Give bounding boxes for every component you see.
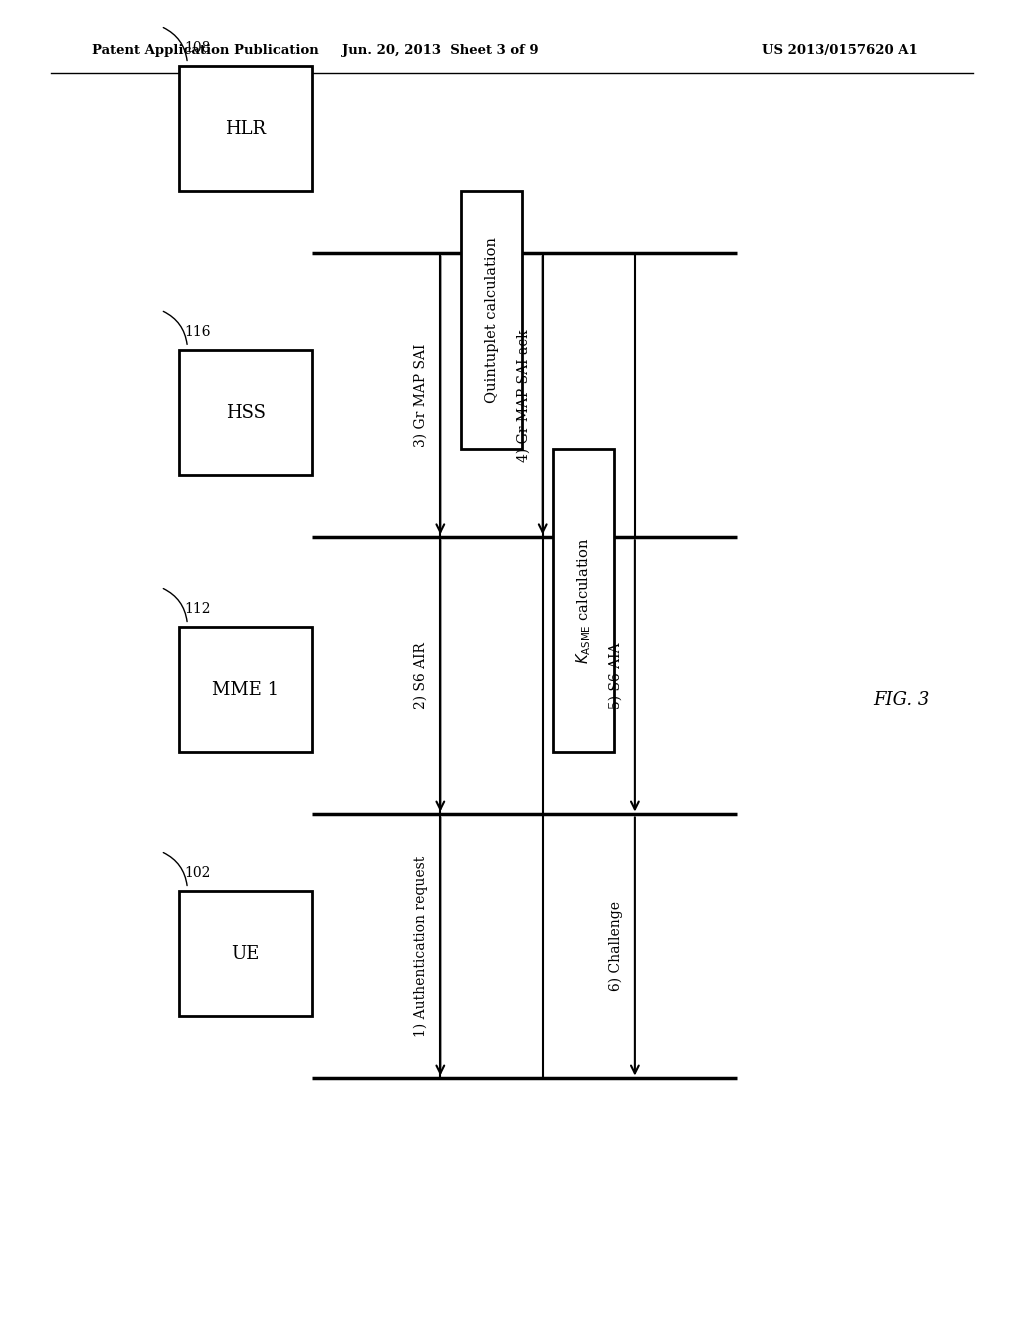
Text: HLR: HLR (225, 120, 266, 137)
Text: UE: UE (231, 945, 260, 962)
Text: US 2013/0157620 A1: US 2013/0157620 A1 (762, 44, 918, 57)
Bar (179, 627, 312, 752)
Text: $K_{\mathrm{ASME}}$ calculation: $K_{\mathrm{ASME}}$ calculation (574, 537, 593, 664)
Text: 6) Challenge: 6) Challenge (608, 902, 623, 991)
Text: Jun. 20, 2013  Sheet 3 of 9: Jun. 20, 2013 Sheet 3 of 9 (342, 44, 539, 57)
Text: 5) S6 AIA: 5) S6 AIA (608, 643, 623, 709)
Bar (179, 891, 312, 1016)
Text: 108: 108 (184, 41, 211, 55)
Text: 112: 112 (184, 602, 211, 616)
Text: 2) S6 AIR: 2) S6 AIR (414, 643, 428, 709)
Text: 116: 116 (184, 325, 211, 339)
Text: 4) Gr MAP SAI ack: 4) Gr MAP SAI ack (516, 329, 530, 462)
Text: FIG. 3: FIG. 3 (872, 690, 930, 709)
Text: Quintuplet calculation: Quintuplet calculation (484, 238, 499, 403)
Bar (179, 350, 312, 475)
Bar (461, 191, 522, 449)
Text: MME 1: MME 1 (212, 681, 280, 698)
Text: 3) Gr MAP SAI: 3) Gr MAP SAI (414, 343, 428, 447)
Bar (179, 66, 312, 191)
Text: HSS: HSS (225, 404, 266, 421)
Text: 102: 102 (184, 866, 211, 880)
Text: 1) Authentication request: 1) Authentication request (414, 855, 428, 1038)
Bar (553, 449, 614, 752)
Text: Patent Application Publication: Patent Application Publication (92, 44, 318, 57)
